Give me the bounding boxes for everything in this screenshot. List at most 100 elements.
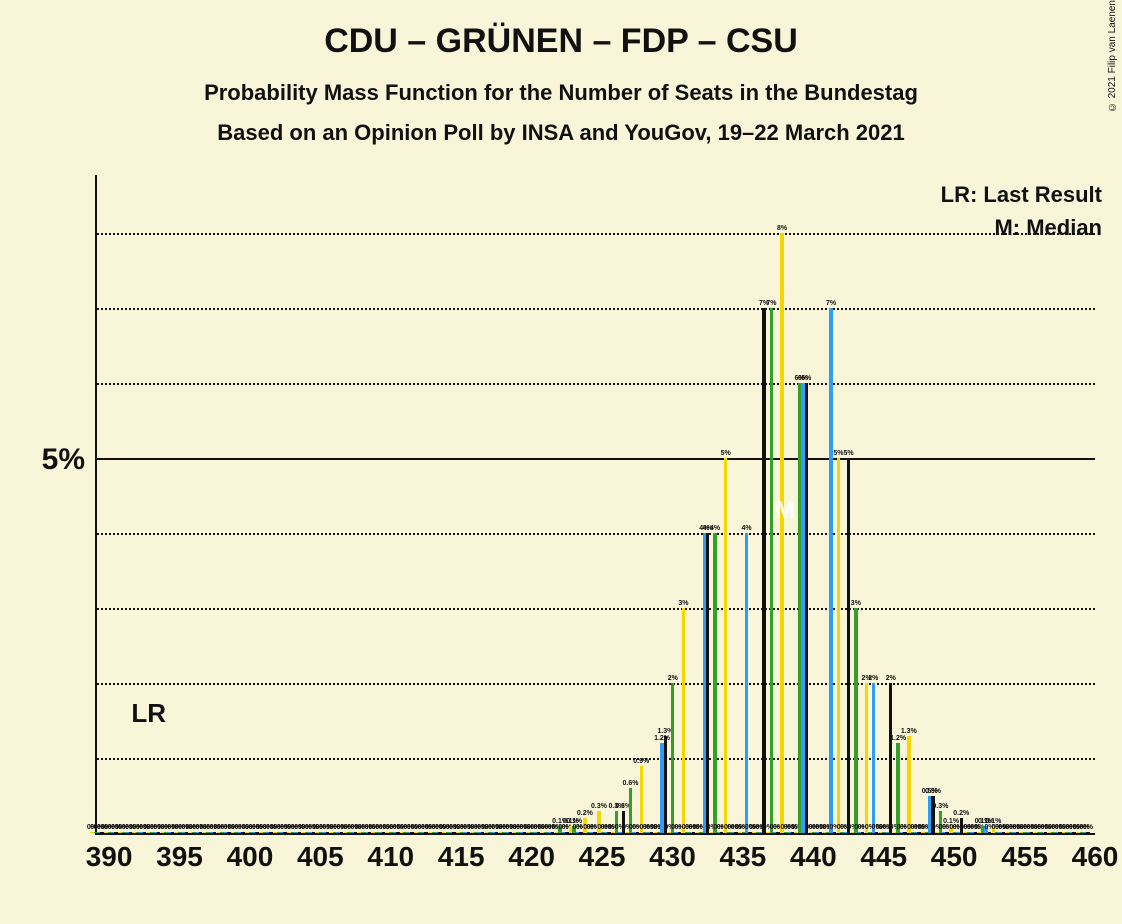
bar: 0% <box>861 832 864 833</box>
bar: 4% <box>706 533 709 833</box>
y-tick-label: 5% <box>5 443 85 477</box>
bar: 4% <box>745 533 748 833</box>
bar: 0% <box>607 832 610 833</box>
bar: 0% <box>143 832 146 833</box>
bar: 0% <box>776 832 779 833</box>
bar: 0% <box>114 832 117 833</box>
bar: 0% <box>974 832 977 833</box>
x-tick-label: 450 <box>931 841 978 873</box>
bar: 2% <box>671 683 674 833</box>
bar: 0% <box>565 832 568 833</box>
bar: 0% <box>100 832 103 833</box>
x-tick-label: 440 <box>790 841 837 873</box>
x-tick-label: 410 <box>367 841 414 873</box>
bar: 0% <box>734 832 737 833</box>
x-tick-label: 420 <box>508 841 555 873</box>
bar: 0% <box>833 832 836 833</box>
bar: 0% <box>467 832 470 833</box>
bars-container: 0% 0% 0% 0% 0% 0% 0% 0% 0% 0% 0% 0% 0% 0% 0% 0% 0% 0% 0% 0%… <box>97 175 1095 833</box>
bar-value-label: 5% <box>833 450 843 458</box>
bar-value-label: 0.9% <box>633 758 649 766</box>
bar: 3% <box>682 608 685 833</box>
bar-value-label: 0.3% <box>591 803 607 811</box>
bar: 0% <box>283 832 286 833</box>
bar: 1.2% <box>896 743 899 833</box>
bar: 0% <box>636 832 639 833</box>
bar: 7% <box>829 308 832 833</box>
bar: 0% <box>551 832 554 833</box>
chart-canvas: © 2021 Filip van Laenen CDU – GRÜNEN – F… <box>0 0 1122 924</box>
bar: 5% <box>724 458 727 833</box>
bar: 2% <box>872 683 875 833</box>
x-tick-label: 425 <box>579 841 626 873</box>
bar: 0% <box>255 832 258 833</box>
bar-value-label: 7% <box>826 300 836 308</box>
bar-value-label: 3% <box>678 600 688 608</box>
bar: 0% <box>945 832 948 833</box>
bar: 0% <box>593 832 596 833</box>
bar-value-label: 7% <box>766 300 776 308</box>
bar-value-label: 0% <box>1083 824 1093 832</box>
bar: 0% <box>1086 832 1089 833</box>
bar: 0% <box>917 832 920 833</box>
x-tick-label: 435 <box>720 841 767 873</box>
chart-subtitle-1: Probability Mass Function for the Number… <box>0 80 1122 106</box>
x-tick-label: 415 <box>438 841 485 873</box>
bar: 0% <box>1002 832 1005 833</box>
bar: 0.9% <box>640 766 643 834</box>
chart-subtitle-2: Based on an Opinion Poll by INSA and You… <box>0 120 1122 146</box>
bar: 0% <box>438 832 441 833</box>
bar-value-label: 1.2% <box>890 735 906 743</box>
x-tick-label: 460 <box>1072 841 1119 873</box>
bar: 8% <box>780 233 783 833</box>
bar: 0% <box>199 832 202 833</box>
bar: 0% <box>129 832 132 833</box>
bar: 0% <box>509 832 512 833</box>
bar: 0% <box>1044 832 1047 833</box>
bar-value-label: 4% <box>742 525 752 533</box>
plot-area: 0% 0% 0% 0% 0% 0% 0% 0% 0% 0% 0% 0% 0% 0% 0% 0% 0% 0% 0% 0%… <box>95 175 1095 835</box>
bar: 0% <box>875 832 878 833</box>
bar: 0% <box>213 832 216 833</box>
bar: 4% <box>713 533 716 833</box>
bar: 0% <box>227 832 230 833</box>
bar: 0% <box>720 832 723 833</box>
bar: 0% <box>495 832 498 833</box>
bar: 0% <box>903 832 906 833</box>
bar: 2% <box>865 683 868 833</box>
bar: 1.3% <box>664 736 667 834</box>
x-tick-label: 400 <box>227 841 274 873</box>
bar-value-label: 2% <box>668 675 678 683</box>
bar: 6% <box>805 383 808 833</box>
bar: 0% <box>354 832 357 833</box>
bar-value-label: 1.3% <box>901 728 917 736</box>
bar: 0% <box>424 832 427 833</box>
x-tick-label: 390 <box>86 841 133 873</box>
bar: 0% <box>396 832 399 833</box>
chart-title: CDU – GRÜNEN – FDP – CSU <box>0 22 1122 61</box>
bar: 0% <box>537 832 540 833</box>
bar: 0% <box>692 832 695 833</box>
bar: 0% <box>819 832 822 833</box>
bar: 1.3% <box>907 736 910 834</box>
bar-value-label: 0.2% <box>577 810 593 818</box>
x-tick-label: 430 <box>649 841 696 873</box>
bar-value-label: 0.6% <box>623 780 639 788</box>
bar: 0% <box>650 832 653 833</box>
bar-value-label: 6% <box>801 375 811 383</box>
bar: 5% <box>837 458 840 833</box>
bar-value-label: 0.3% <box>932 803 948 811</box>
bar: 0% <box>988 832 991 833</box>
bar: 0% <box>1016 832 1019 833</box>
bar: 5% <box>847 458 850 833</box>
bar-value-label: 5% <box>843 450 853 458</box>
bar: 0% <box>523 832 526 833</box>
bar: 0% <box>410 832 413 833</box>
bar: 0% <box>269 832 272 833</box>
bar: 0% <box>382 832 385 833</box>
bar: 0% <box>1072 832 1075 833</box>
bar: 0% <box>241 832 244 833</box>
bar: 0% <box>298 832 301 833</box>
bar: 7% <box>770 308 773 833</box>
bar: 0% <box>1030 832 1033 833</box>
